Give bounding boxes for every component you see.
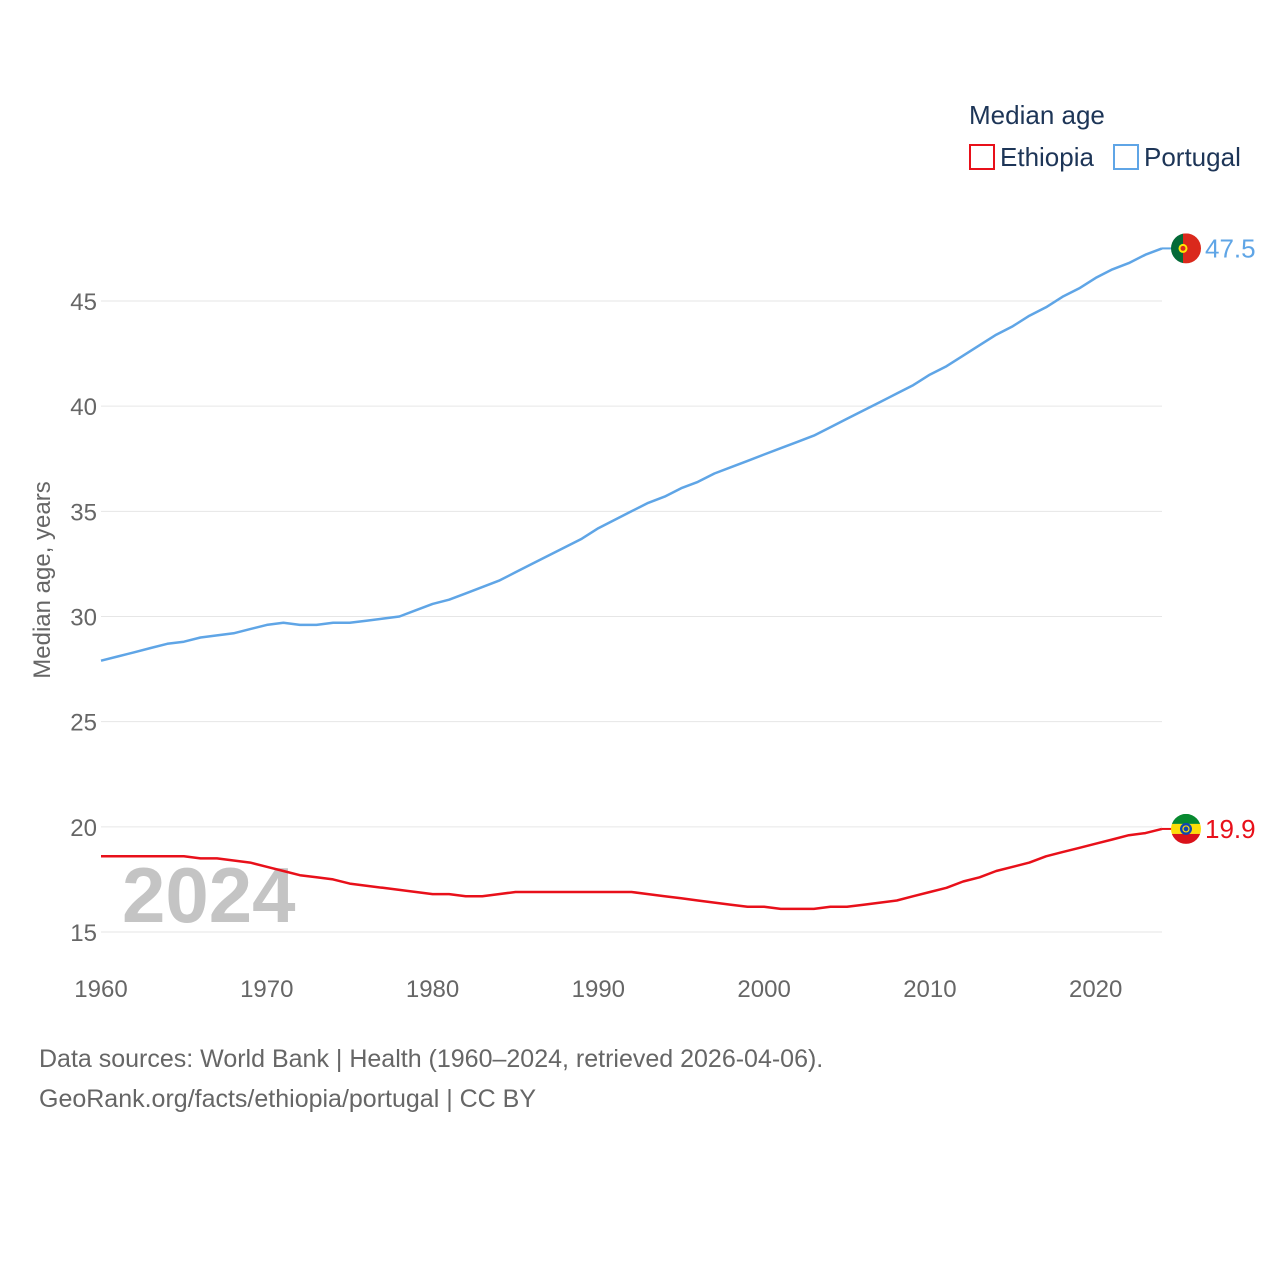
end-markers: 19.9 47.5	[1162, 233, 1256, 844]
series-line-portugal[interactable]	[100, 247, 1163, 662]
y-tick-20: 20	[70, 815, 97, 842]
y-tick-45: 45	[70, 289, 97, 316]
portugal-flag-icon	[1171, 233, 1201, 264]
end-label-portugal: 47.5	[1205, 233, 1256, 263]
line-chart: 15 20 25 30 35 40 45 1960 1970 1980 1990 2000 2010 2…	[29, 100, 1256, 1003]
x-tick-1990: 1990	[572, 976, 625, 1003]
x-tick-1960: 1960	[74, 976, 127, 1003]
legend-label-portugal[interactable]: Portugal	[1144, 142, 1241, 172]
legend-label-ethiopia[interactable]: Ethiopia	[1000, 142, 1094, 172]
x-tick-2010: 2010	[903, 976, 956, 1003]
end-label-ethiopia: 19.9	[1205, 814, 1256, 844]
grid-lines	[101, 300, 1162, 933]
ethiopia-flag-icon	[1171, 813, 1201, 844]
y-tick-15: 15	[70, 920, 97, 947]
legend-swatch-portugal[interactable]	[1113, 144, 1139, 170]
x-tick-1980: 1980	[406, 976, 459, 1003]
legend: Median age Ethiopia Portugal	[969, 100, 1241, 172]
footer-credit[interactable]: GeoRank.org/facts/ethiopia/portugal | CC…	[39, 1085, 537, 1113]
y-axis-label: Median age, years	[29, 481, 56, 678]
series-group	[100, 247, 1163, 911]
x-tick-2020: 2020	[1069, 976, 1122, 1003]
y-axis-ticks: 15 20 25 30 35 40 45	[70, 289, 97, 947]
legend-swatch-ethiopia[interactable]	[969, 144, 995, 170]
x-tick-1970: 1970	[240, 976, 293, 1003]
year-overlay: 2024	[122, 851, 296, 939]
series-line-ethiopia[interactable]	[101, 827, 1163, 911]
footer-sources: Data sources: World Bank | Health (1960–…	[39, 1045, 824, 1073]
x-tick-2000: 2000	[737, 976, 790, 1003]
y-tick-30: 30	[70, 605, 97, 632]
legend-title: Median age	[969, 100, 1105, 130]
y-tick-40: 40	[70, 394, 97, 421]
y-tick-35: 35	[70, 499, 97, 526]
x-axis-ticks: 1960 1970 1980 1990 2000 2010 2020	[74, 976, 1122, 1003]
y-tick-25: 25	[70, 710, 97, 737]
